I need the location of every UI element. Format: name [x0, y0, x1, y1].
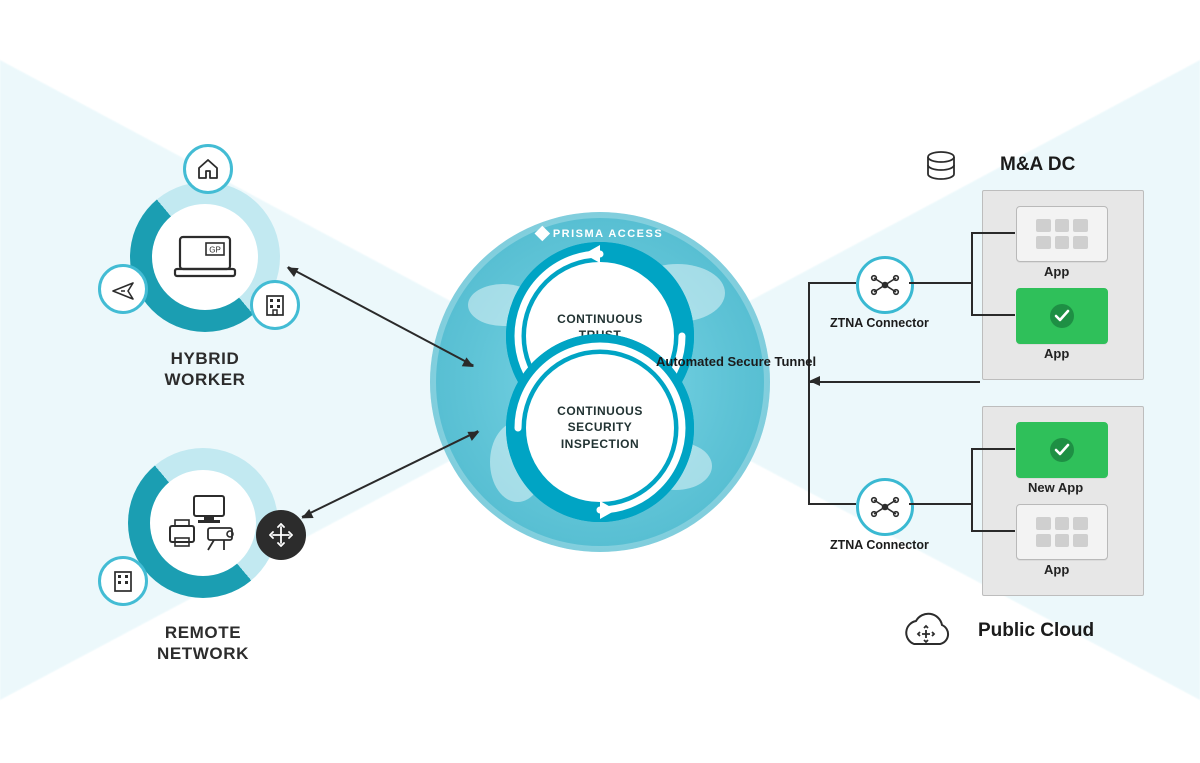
- cloud-app-label-2: App: [1044, 562, 1069, 577]
- hybrid-worker-ring: GP: [130, 182, 280, 332]
- brand-diamond-icon: [535, 226, 551, 242]
- cloud-app-label-1: New App: [1028, 480, 1083, 495]
- check-badge-icon: [1047, 301, 1077, 331]
- wire-dc-to-trunk-h: [808, 282, 856, 284]
- database-icon: [924, 150, 958, 189]
- wire-dc-branch-1: [971, 232, 1015, 234]
- dc-app-tile-2: [1016, 288, 1108, 344]
- check-badge-icon: [1047, 435, 1077, 465]
- prisma-globe: PRISMA ACCESS CONTINUOUS TRUST VERIFICAT…: [430, 212, 770, 552]
- dc-app-tile-1: [1016, 206, 1108, 262]
- hybrid-worker-title: HYBRID WORKER: [164, 348, 245, 391]
- wire-dc-branch-2: [971, 314, 1015, 316]
- arrow-tunnel-to-center: [810, 381, 980, 383]
- routing-icon: [256, 510, 306, 560]
- brand-label: PRISMA ACCESS: [537, 228, 663, 240]
- wire-dc-horz: [909, 282, 973, 284]
- ztna-label-dc: ZTNA Connector: [830, 316, 929, 330]
- brand-text: PRISMA ACCESS: [553, 228, 663, 240]
- office-icon: [98, 556, 148, 606]
- cloud-icon: [896, 612, 954, 657]
- wire-cloud-to-trunk-v: [808, 381, 810, 505]
- laptop-gp-icon: GP: [160, 212, 250, 302]
- wire-cloud-to-trunk-h: [808, 503, 856, 505]
- remote-network-title: REMOTE NETWORK: [157, 622, 249, 665]
- wire-dc-vert: [971, 232, 973, 316]
- wire-cloud-horz: [909, 503, 973, 505]
- home-icon: [183, 144, 233, 194]
- building-icon: [250, 280, 300, 330]
- cloud-title: Public Cloud: [978, 620, 1094, 642]
- wire-cloud-branch-1: [971, 448, 1015, 450]
- cloud-app-tile-1: [1016, 422, 1108, 478]
- dc-app-label-1: App: [1044, 264, 1069, 279]
- dc-title: M&A DC: [1000, 154, 1075, 176]
- remote-network-ring: [128, 448, 278, 598]
- plane-icon: [98, 264, 148, 314]
- diagram-stage: PRISMA ACCESS CONTINUOUS TRUST VERIFICAT…: [0, 0, 1200, 763]
- wire-cloud-vert: [971, 448, 973, 532]
- svg-text:GP: GP: [209, 246, 221, 255]
- dc-app-label-2: App: [1044, 346, 1069, 361]
- cloud-app-tile-2: [1016, 504, 1108, 560]
- wire-cloud-branch-2: [971, 530, 1015, 532]
- ztna-label-cloud: ZTNA Connector: [830, 538, 929, 552]
- remote-network-core: [158, 478, 248, 568]
- ztna-node-cloud: [856, 478, 914, 536]
- tunnel-annotation: Automated Secure Tunnel: [656, 354, 816, 369]
- ztna-node-dc: [856, 256, 914, 314]
- loop-security-label: CONTINUOUS SECURITY INSPECTION: [557, 403, 643, 452]
